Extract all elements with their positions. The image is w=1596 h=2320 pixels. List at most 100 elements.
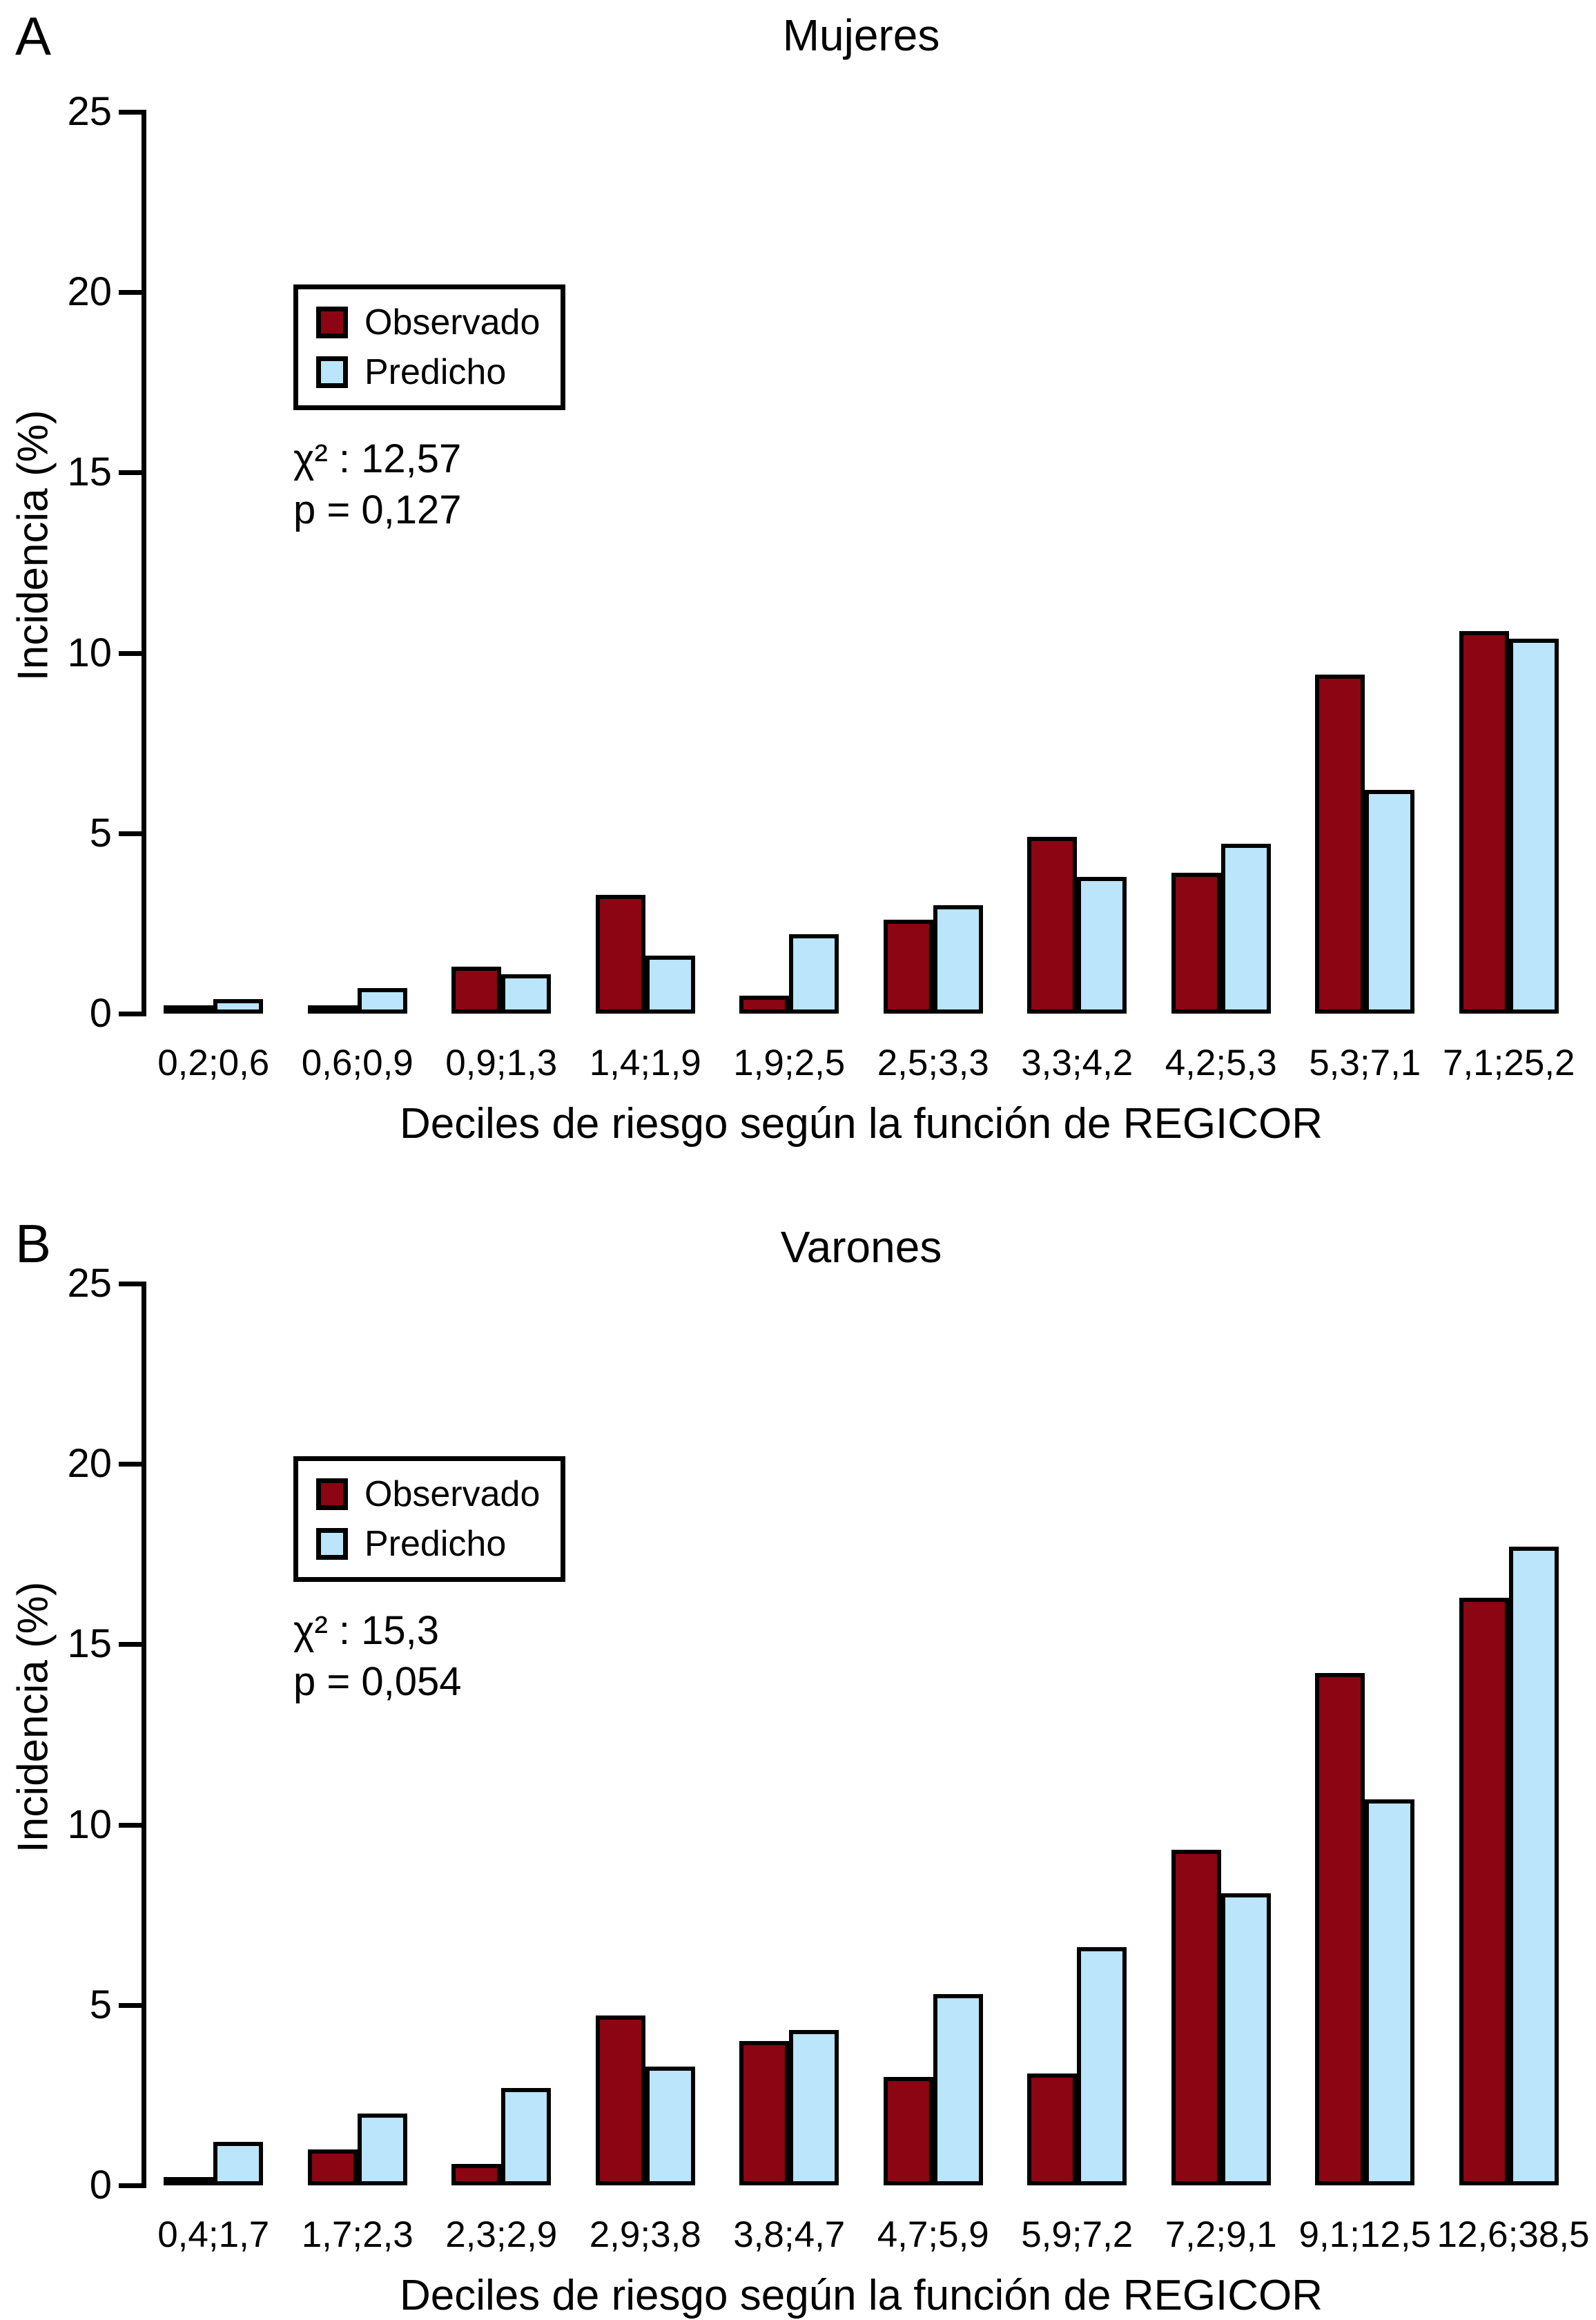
bar-predicho	[1508, 1547, 1559, 2185]
x-tick-label: 1,9;2,5	[733, 1043, 846, 1083]
legend-item-observado: Observado	[316, 1475, 540, 1514]
panel-mujeres: A Mujeres Incidencia (%) Observado Predi…	[0, 0, 1596, 1148]
bar-group	[1005, 837, 1149, 1014]
x-tick-label: 4,2;5,3	[1165, 1043, 1277, 1083]
bar-group	[142, 2142, 286, 2185]
bar-observado	[1315, 674, 1365, 1014]
chi2-value: χ² : 12,57	[293, 436, 462, 481]
x-tick-label: 2,5;3,3	[877, 1043, 989, 1083]
y-tick	[119, 290, 144, 296]
bar-predicho	[789, 934, 839, 1014]
panel-label-b: B	[15, 1213, 52, 1274]
bar-observado	[1459, 631, 1509, 1014]
bar-group	[574, 2016, 718, 2185]
bar-predicho	[645, 2066, 695, 2185]
y-tick-label: 10	[67, 630, 112, 675]
y-tick	[119, 831, 144, 836]
bar-group	[1437, 631, 1582, 1014]
y-tick-label: 15	[67, 450, 112, 495]
y-tick	[119, 1642, 144, 1647]
x-tick-label: 2,9;3,8	[589, 2214, 701, 2255]
bar-predicho	[501, 974, 552, 1014]
bar-predicho	[789, 2030, 839, 2185]
legend-observado-label: Observado	[364, 302, 541, 342]
y-axis-line	[142, 1282, 146, 2188]
bar-observado	[307, 2149, 358, 2185]
x-tick-labels: 0,4;1,7 1,7;2,3 2,3;2,9 2,9;3,8 3,8;4,7 4,7;5…	[142, 2214, 1589, 2257]
bar-predicho	[933, 1994, 983, 2185]
bar-observado	[307, 1005, 358, 1014]
bar-predicho	[645, 956, 695, 1014]
x-tick-label: 4,7;5,9	[877, 2214, 989, 2255]
bar-observado	[595, 894, 645, 1014]
bar-group	[1149, 844, 1294, 1014]
bar-group	[717, 2030, 862, 2185]
legend: Observado Predicho	[293, 284, 566, 410]
bar-group	[862, 905, 1006, 1014]
bar-group	[286, 988, 430, 1014]
bar-observado	[739, 2041, 790, 2185]
bar-observado	[164, 1005, 214, 1014]
x-tick-labels: 0,2;0,6 0,6;0,9 0,9;1,3 1,4;1,9 1,9;2,5 2,5;3…	[142, 1044, 1581, 1085]
p-value: p = 0,054	[293, 1659, 462, 1704]
y-tick	[119, 1282, 144, 1286]
legend-predicho-swatch-icon	[316, 356, 348, 388]
bar-group	[574, 894, 718, 1014]
bar-predicho	[1365, 790, 1415, 1014]
legend-item-predicho: Predicho	[316, 1525, 540, 1563]
bar-observado	[451, 2163, 502, 2185]
y-tick	[119, 1822, 144, 1828]
bar-predicho	[1077, 1947, 1127, 2185]
y-tick	[119, 1462, 144, 1467]
chi2-value: χ² : 15,3	[293, 1608, 439, 1653]
y-tick-label: 20	[67, 1441, 112, 1487]
y-tick-label: 0	[89, 991, 112, 1036]
x-tick-label: 7,2;9,1	[1165, 2214, 1277, 2255]
bar-observado	[451, 967, 502, 1014]
x-axis-title: Deciles de riesgo según la función de RE…	[399, 1100, 1323, 1148]
y-axis-line	[142, 110, 146, 1016]
x-tick-label: 3,8;4,7	[733, 2214, 846, 2255]
bar-group	[1437, 1547, 1582, 2185]
bar-predicho	[213, 2142, 264, 2185]
legend-predicho-label: Predicho	[364, 1524, 507, 1564]
bar-observado	[739, 995, 790, 1014]
bar-group	[142, 999, 286, 1014]
p-value: p = 0,127	[293, 487, 462, 532]
y-tick-label: 5	[89, 810, 112, 856]
x-axis-title: Deciles de riesgo según la función de RE…	[399, 2272, 1323, 2319]
chart-title-varones: Varones	[780, 1222, 942, 1272]
y-tick	[119, 650, 144, 656]
x-tick-label: 0,2;0,6	[157, 1043, 270, 1083]
y-tick	[119, 2002, 144, 2008]
y-tick-label: 25	[67, 89, 112, 134]
bar-group	[1293, 1673, 1437, 2185]
bar-group	[1293, 674, 1437, 1014]
x-tick-label: 0,6;0,9	[301, 1043, 413, 1083]
bar-observado	[883, 920, 933, 1014]
legend-item-predicho: Predicho	[316, 353, 540, 392]
panel-label-a: A	[15, 6, 52, 66]
y-tick-label: 15	[67, 1621, 112, 1667]
bar-predicho	[1220, 1893, 1271, 2185]
bar-observado	[883, 2077, 933, 2185]
goodness-of-fit-stats: χ² : 15,3 p = 0,054	[293, 1605, 462, 1708]
legend: Observado Predicho	[293, 1456, 566, 1582]
x-tick-label: 7,1;25,2	[1442, 1043, 1575, 1083]
x-tick-label: 0,9;1,3	[445, 1043, 558, 1083]
y-tick	[119, 110, 144, 115]
y-tick	[119, 470, 144, 476]
bar-group	[429, 967, 574, 1014]
bar-group	[862, 1994, 1006, 2185]
bar-predicho	[933, 905, 983, 1014]
bar-predicho	[1220, 844, 1271, 1014]
bar-predicho	[501, 2087, 552, 2185]
bar-observado	[164, 2177, 214, 2185]
legend-predicho-swatch-icon	[316, 1528, 348, 1560]
bar-predicho	[1365, 1799, 1415, 2185]
x-tick-label: 5,3;7,1	[1309, 1043, 1421, 1083]
bar-predicho	[1508, 638, 1559, 1014]
bar-predicho	[1077, 876, 1127, 1014]
plot-area	[142, 1279, 1581, 2185]
